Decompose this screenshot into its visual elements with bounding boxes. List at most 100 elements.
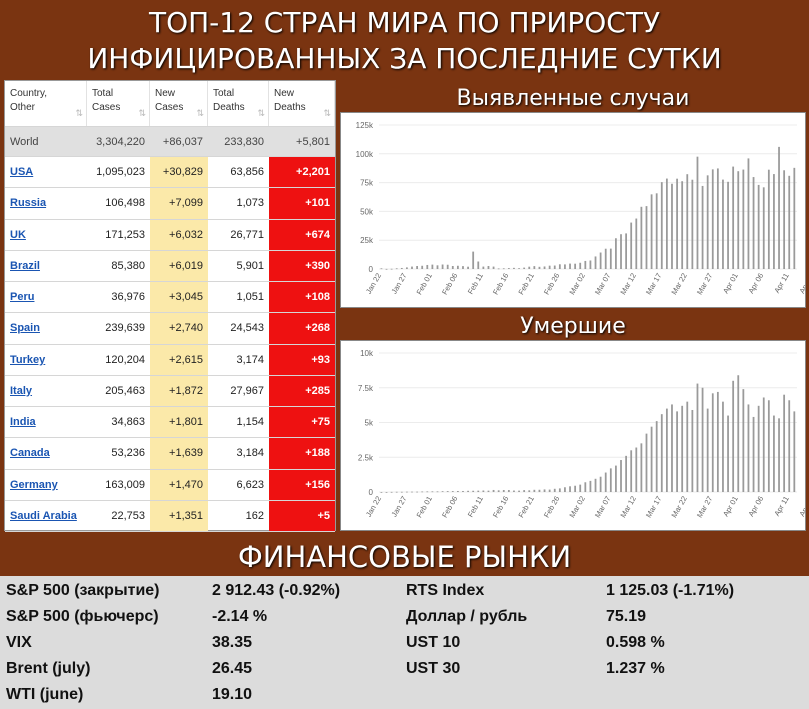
chart-cases-title: Выявленные случаи (456, 86, 690, 111)
cell-new-cases: +2,740 (150, 313, 208, 344)
cell-country[interactable]: Russia (10, 197, 47, 210)
y-tick-label: 5k (365, 419, 374, 428)
bar (441, 491, 444, 493)
bar (395, 491, 398, 493)
bar (467, 490, 469, 492)
bar (778, 146, 780, 269)
bar (691, 179, 694, 269)
bar (676, 411, 678, 492)
header-total-deaths[interactable]: Total Deaths ⇅ (208, 81, 269, 126)
bar (380, 492, 383, 493)
bar (681, 181, 684, 269)
x-tick-label: Feb 21 (516, 272, 535, 297)
finance-value: 2 912.43 (-0.92%) (212, 582, 341, 599)
sort-icon: ⇅ (257, 108, 265, 118)
bar (604, 248, 607, 269)
y-tick-label: 25k (360, 236, 374, 245)
chart-deaths: 0 2.5k 5k 7.5k 10k Jan 22 Jan 27 Feb 01 Feb 06 Fe… (358, 349, 809, 520)
bar (788, 175, 791, 269)
cell-total-deaths: 24,543 (230, 322, 264, 335)
cell-new-cases: +1,639 (150, 438, 208, 469)
finance-label: UST 30 (406, 660, 461, 677)
bar (625, 233, 627, 269)
cell-total-deaths: 233,830 (224, 135, 264, 148)
table-row: Turkey 120,204 +2,615 3,174 +93 (5, 344, 335, 376)
cell-total-deaths: 27,967 (230, 384, 264, 397)
finance-label: RTS Index (406, 582, 485, 599)
table-row: UK 171,253 +6,032 26,771 +674 (5, 219, 335, 251)
bar (615, 465, 617, 492)
chart-deaths-panel: 0 2.5k 5k 7.5k 10k Jan 22 Jan 27 Feb 01 Feb 06 Fe… (340, 340, 809, 531)
cell-total-deaths: 26,771 (230, 228, 264, 241)
bar (767, 400, 770, 492)
cell-new-deaths: +268 (269, 313, 335, 344)
sort-icon: ⇅ (75, 108, 83, 118)
finance-value: 0.598 % (606, 634, 665, 651)
table-header: Country, Other ⇅ Total Cases ⇅ New Cases ⇅ … (5, 81, 335, 127)
x-tick-label: Mar 07 (593, 495, 612, 520)
cell-total-cases: 34,863 (111, 416, 145, 429)
x-tick-label: Feb 26 (542, 495, 561, 520)
finance-value: 26.45 (212, 660, 253, 677)
bar (400, 267, 403, 269)
bar (548, 265, 551, 269)
header-country[interactable]: Country, Other ⇅ (5, 81, 87, 126)
bar (793, 167, 796, 269)
bar (492, 489, 495, 492)
x-tick-label: Feb 16 (491, 495, 510, 520)
y-tick-label: 75k (360, 179, 374, 188)
bar (747, 404, 750, 492)
bar (482, 266, 485, 269)
countries-table: Country, Other ⇅ Total Cases ⇅ New Cases ⇅ … (4, 80, 336, 532)
bar (518, 490, 520, 492)
bar (671, 404, 673, 492)
bar (711, 169, 714, 269)
finance-label: VIX (6, 634, 32, 651)
bar (574, 263, 577, 269)
bar (456, 490, 459, 492)
bar (385, 268, 388, 270)
cell-country[interactable]: Spain (10, 322, 40, 335)
cell-country[interactable]: India (10, 416, 36, 429)
cell-total-cases: 120,204 (105, 353, 145, 366)
cell-country[interactable]: Germany (10, 478, 58, 491)
bar (411, 266, 413, 269)
bar (630, 450, 633, 492)
header-total-cases[interactable]: Total Cases ⇅ (87, 81, 150, 126)
bar (711, 393, 714, 492)
bar (569, 263, 571, 269)
x-tick-label: Mar 22 (669, 272, 688, 297)
x-tick-label: Jan 22 (364, 272, 383, 296)
cell-country[interactable]: Saudi Arabia (10, 509, 77, 522)
cell-country[interactable]: Peru (10, 291, 35, 304)
bar (589, 480, 592, 492)
cell-total-cases: 22,753 (111, 509, 145, 522)
bar (507, 268, 510, 269)
header-new-deaths[interactable]: New Deaths ⇅ (269, 81, 335, 126)
bar (416, 266, 418, 269)
x-tick-label: Apr 06 (746, 495, 765, 519)
cell-country[interactable]: Turkey (10, 353, 46, 366)
bar (462, 266, 464, 269)
bar (645, 433, 648, 492)
y-tick-label: 10k (360, 349, 374, 358)
cell-total-cases: 171,253 (105, 228, 145, 241)
bar (604, 472, 607, 492)
bar (783, 394, 786, 492)
bar (502, 268, 505, 270)
cell-country[interactable]: UK (10, 228, 26, 241)
cell-country[interactable]: Brazil (10, 259, 40, 272)
bar (543, 266, 546, 269)
bar (635, 447, 638, 492)
cell-country[interactable]: USA (10, 166, 34, 179)
bar (645, 206, 648, 269)
cell-country[interactable]: Canada (10, 447, 50, 460)
bar (492, 266, 495, 269)
bar (446, 264, 449, 269)
finance-label: S&P 500 (фьючерс) (6, 608, 159, 625)
header-new-cases[interactable]: New Cases ⇅ (150, 81, 208, 126)
bar (737, 375, 740, 492)
cell-country[interactable]: Italy (10, 384, 33, 397)
bar (716, 391, 719, 492)
cell-new-cases: +1,351 (150, 500, 208, 531)
